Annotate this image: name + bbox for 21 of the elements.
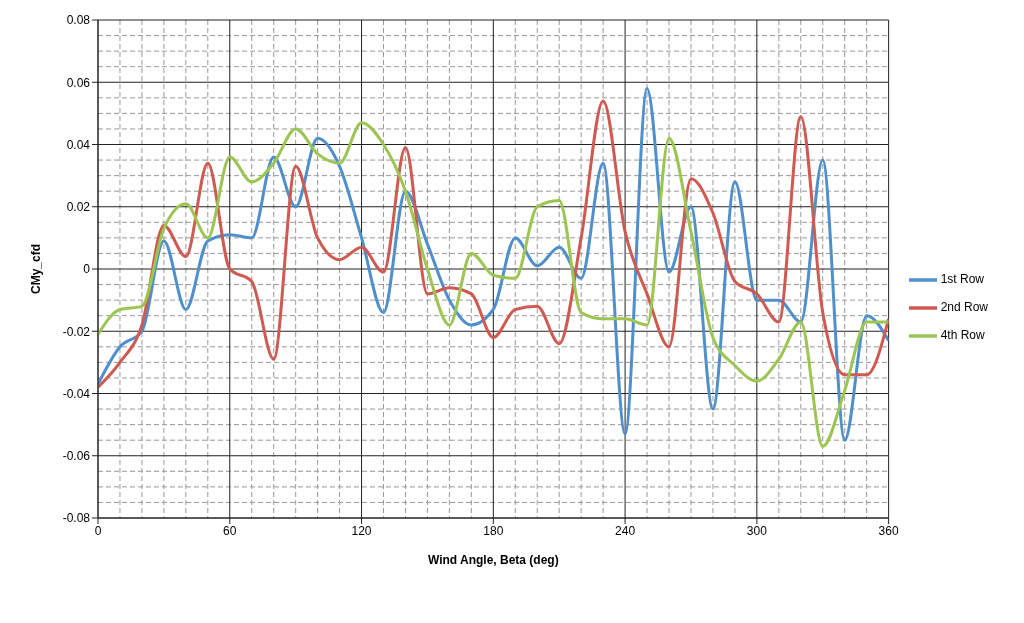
y-tick-label: -0.06 bbox=[62, 449, 91, 464]
x-tick-label: 300 bbox=[746, 523, 768, 538]
y-tick-label: 0.04 bbox=[66, 137, 91, 152]
y-axis-title: CMy_cfd bbox=[29, 243, 44, 295]
y-tick-label: 0 bbox=[83, 262, 91, 277]
y-tick-label: 0.06 bbox=[66, 75, 91, 90]
y-tick-label: -0.04 bbox=[62, 386, 91, 401]
legend-label: 4th Row bbox=[940, 328, 985, 343]
legend-label: 2nd Row bbox=[940, 300, 988, 315]
x-tick-label: 60 bbox=[223, 523, 237, 538]
x-tick-label: 120 bbox=[351, 523, 372, 538]
x-axis-title: Wind Angle, Beta (deg) bbox=[427, 553, 559, 567]
y-tick-label: 0.08 bbox=[66, 13, 91, 28]
y-tick-label: -0.08 bbox=[62, 511, 91, 526]
legend-label: 1st Row bbox=[940, 272, 984, 287]
x-tick-label: 240 bbox=[615, 523, 636, 538]
y-tick-label: -0.02 bbox=[62, 324, 91, 339]
y-tick-label: 0.02 bbox=[66, 200, 91, 215]
x-tick-label: 360 bbox=[878, 523, 899, 538]
x-tick-label: 180 bbox=[483, 523, 504, 538]
x-tick-label: 0 bbox=[94, 523, 102, 538]
